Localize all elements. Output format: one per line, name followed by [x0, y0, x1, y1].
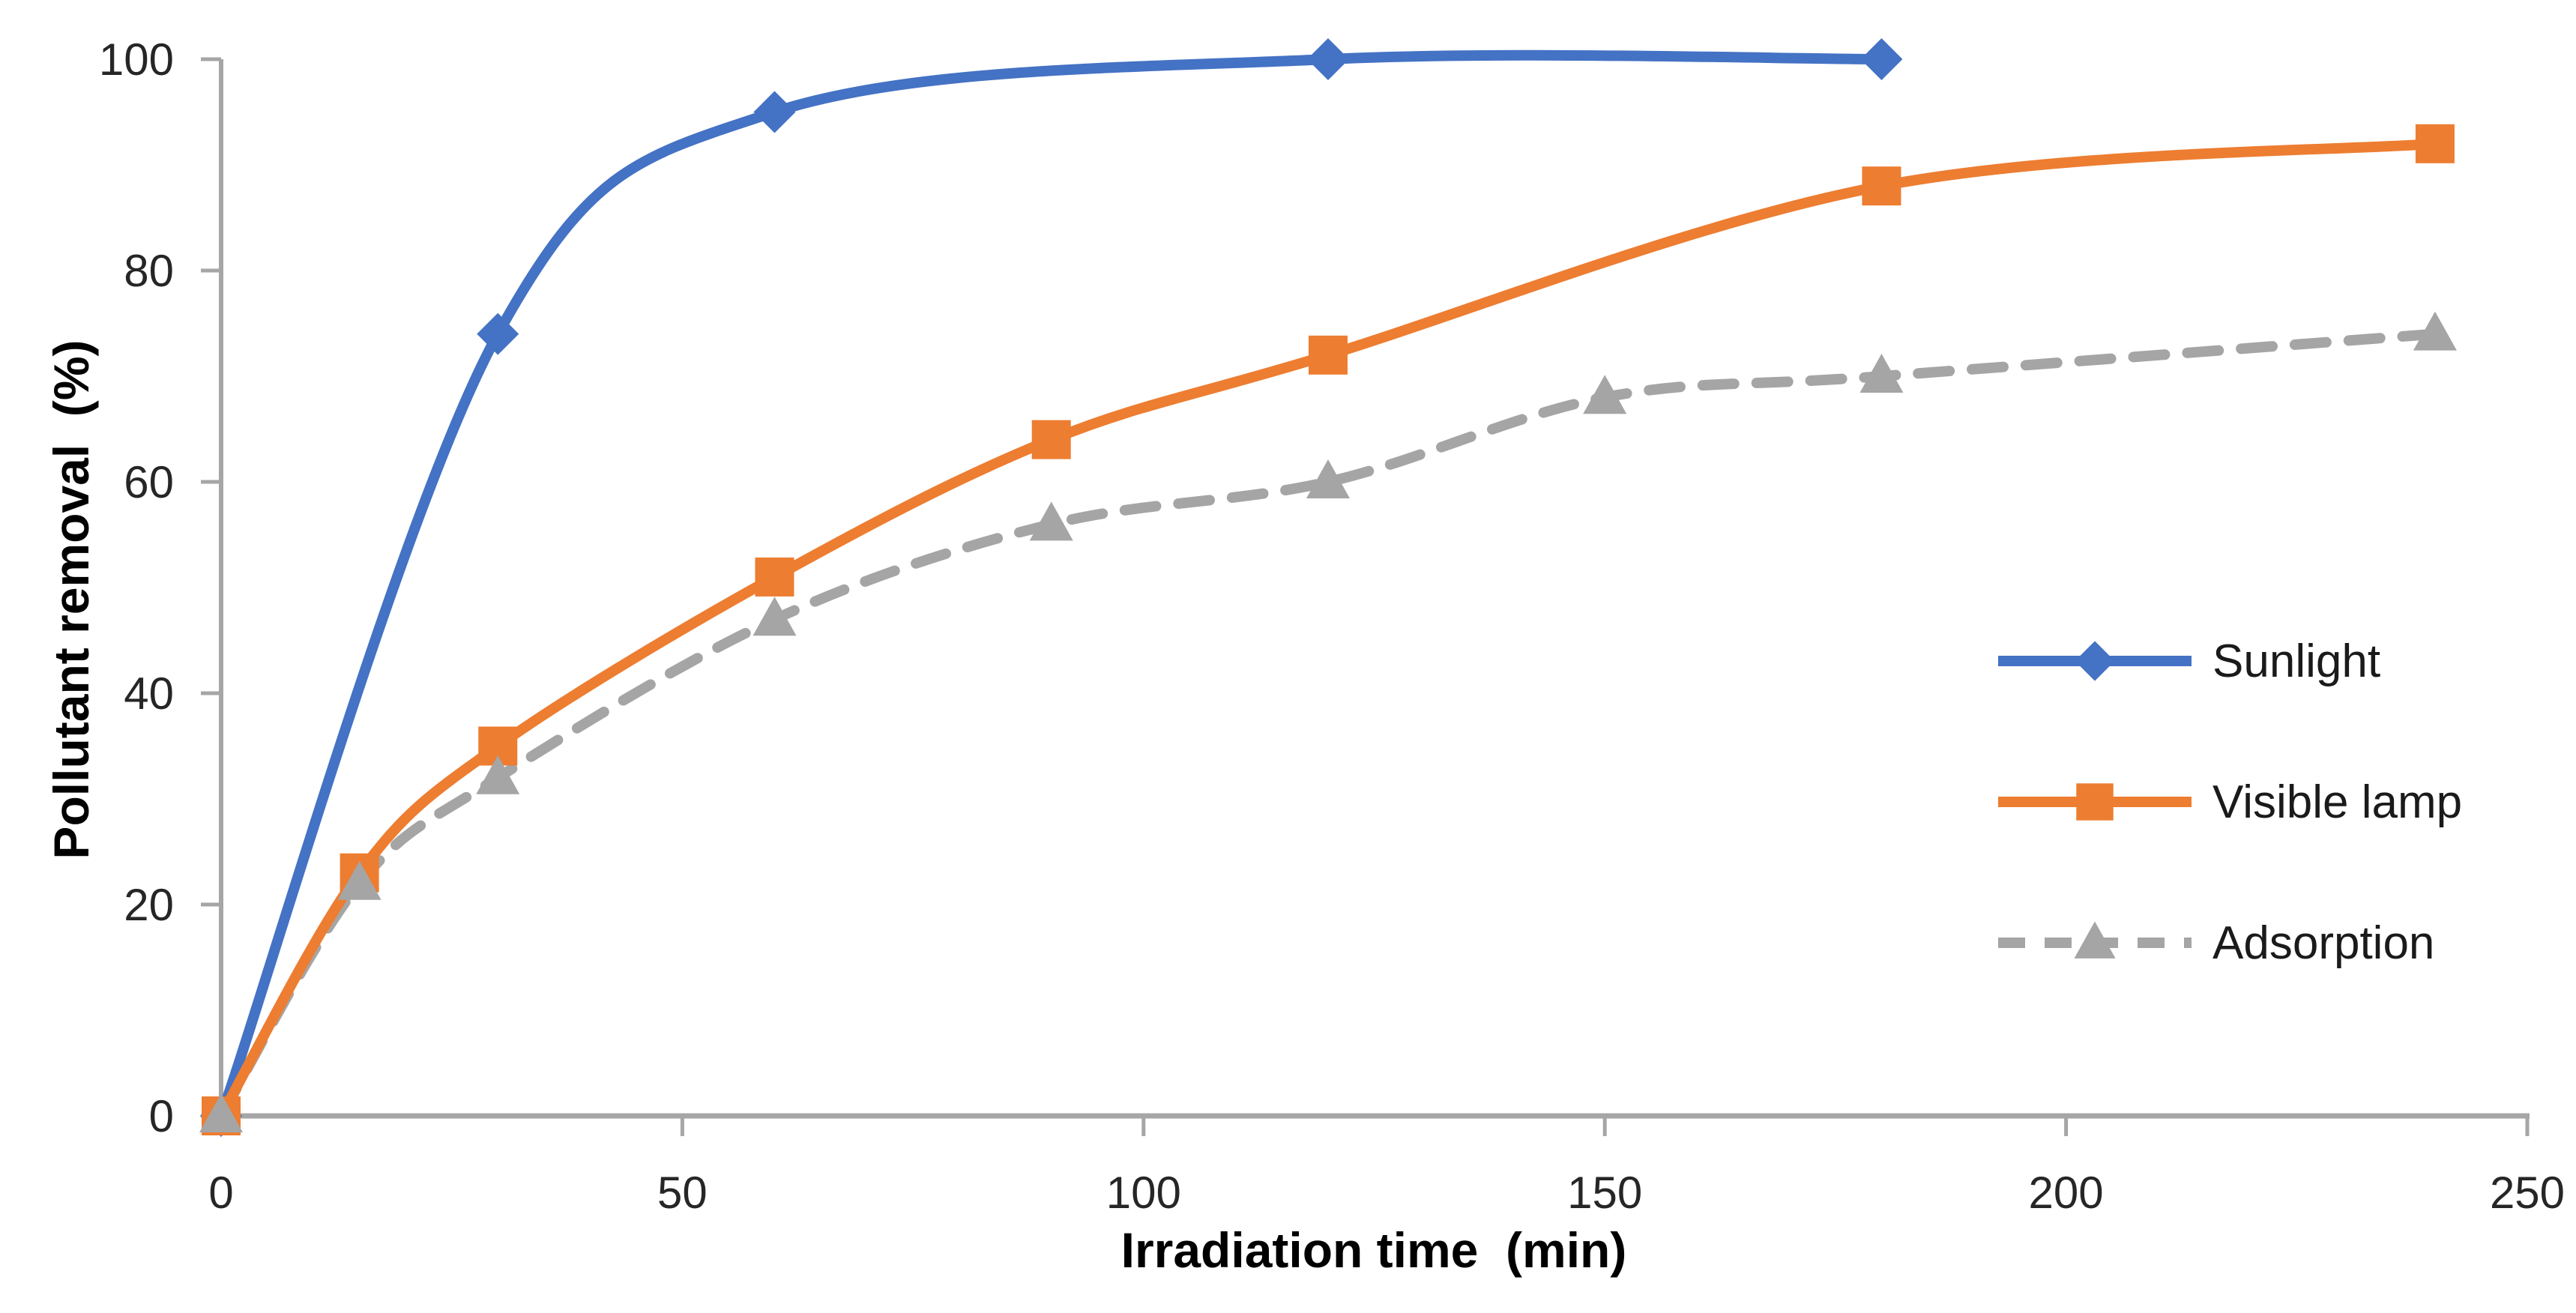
legend-label: Sunlight — [2212, 635, 2381, 687]
marker-diamond-sunlight — [753, 91, 796, 133]
x-tick-label: 0 — [208, 1168, 233, 1218]
legend-swatch-adsorption-icon — [1998, 921, 2192, 959]
marker-triangle-adsorption — [2413, 311, 2457, 351]
y-tick-label: 60 — [124, 457, 174, 507]
y-tick-label: 0 — [149, 1091, 174, 1141]
marker-diamond-sunlight — [1860, 38, 1903, 80]
legend-label: Visible lamp — [2212, 776, 2463, 828]
y-tick-label: 40 — [124, 668, 174, 719]
x-axis-title: Irradiation time (min) — [1120, 1222, 1627, 1278]
x-tick-label: 50 — [657, 1168, 708, 1218]
y-tick-label: 20 — [124, 880, 174, 930]
marker-square-visible-lamp — [1308, 335, 1348, 375]
marker-square-visible-lamp — [2415, 124, 2455, 163]
legend-marker-triangle — [2074, 921, 2116, 959]
marker-triangle-adsorption — [476, 755, 520, 794]
marker-triangle-adsorption — [1306, 459, 1350, 498]
series-line-sunlight — [216, 49, 1887, 1121]
legend-marker-square — [2076, 783, 2114, 821]
marker-triangle-adsorption — [1859, 354, 1904, 393]
x-tick-label: 100 — [1106, 1168, 1181, 1218]
y-tick-label: 100 — [99, 34, 174, 85]
marker-square-visible-lamp — [1862, 166, 1901, 206]
marker-diamond-sunlight — [477, 313, 519, 355]
y-tick-label: 80 — [124, 246, 174, 296]
legend: Sunlight Visible lamp Adsorption — [1994, 622, 2462, 982]
legend-swatch-sunlight-icon — [1998, 641, 2192, 681]
legend-label: Adsorption — [2212, 917, 2435, 969]
marker-triangle-adsorption — [1583, 375, 1627, 414]
legend-item-sunlight: Sunlight — [1994, 622, 2462, 700]
marker-diamond-sunlight — [1306, 38, 1349, 80]
marker-square-visible-lamp — [755, 557, 794, 597]
x-tick-label: 250 — [2490, 1168, 2565, 1218]
legend-item-adsorption: Adsorption — [1994, 904, 2462, 982]
marker-square-visible-lamp — [1031, 420, 1071, 459]
x-tick-label: 200 — [2029, 1168, 2104, 1218]
legend-swatch-visible-lamp-icon — [1998, 783, 2192, 821]
marker-triangle-adsorption — [199, 1093, 243, 1132]
marker-triangle-adsorption — [752, 597, 797, 636]
legend-item-visible-lamp: Visible lamp — [1994, 763, 2462, 841]
marker-triangle-adsorption — [337, 860, 381, 900]
x-tick-label: 150 — [1567, 1168, 1642, 1218]
marker-triangle-adsorption — [1029, 501, 1073, 541]
legend-marker-diamond — [2075, 641, 2115, 681]
y-axis-title: Pollutant removal (%) — [43, 339, 99, 860]
